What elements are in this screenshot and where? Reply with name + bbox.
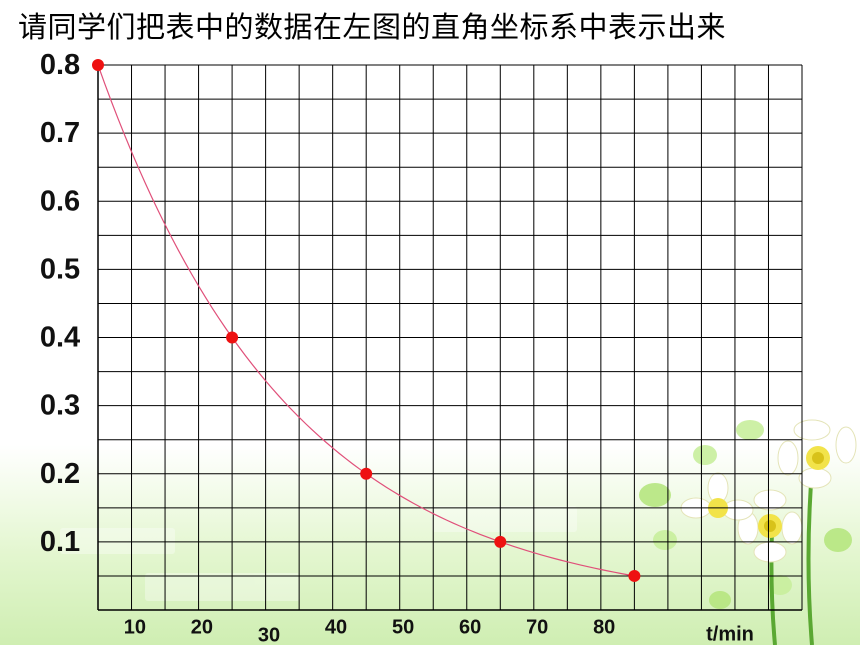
- plot-axes: [97, 65, 802, 611]
- plot-grid: [98, 64, 803, 610]
- data-point: [226, 331, 239, 344]
- x-tick-label: 50: [392, 616, 414, 638]
- watermark-decoration: [60, 506, 577, 601]
- data-point: [92, 59, 104, 71]
- x-axis-unit: t/min: [706, 623, 754, 645]
- y-tick-label: 0.8: [40, 49, 80, 81]
- flower-decoration-icon: [639, 419, 857, 645]
- y-tick-label: 0.7: [40, 117, 80, 149]
- x-tick-labels: 10 20 30 40 50 60 70 80: [124, 616, 616, 645]
- x-tick-label: 70: [526, 616, 548, 638]
- x-tick-label: 60: [459, 616, 481, 638]
- x-tick-label: 40: [325, 616, 347, 638]
- y-tick-label: 0.2: [40, 458, 80, 490]
- data-point: [628, 569, 641, 582]
- x-tick-label: 80: [593, 616, 615, 638]
- x-tick-label: 30: [258, 624, 280, 645]
- x-tick-label: 10: [124, 616, 146, 638]
- data-points: [92, 59, 641, 582]
- y-tick-label: 0.1: [40, 526, 80, 558]
- x-tick-label: 20: [191, 616, 213, 638]
- y-tick-label: 0.4: [40, 322, 80, 354]
- y-tick-labels: 0.8 0.7 0.6 0.5 0.4 0.3 0.2 0.1: [40, 49, 80, 558]
- y-tick-label: 0.6: [40, 185, 80, 217]
- data-point: [360, 467, 373, 480]
- page-title: 请同学们把表中的数据在左图的直角坐标系中表示出来: [18, 10, 727, 44]
- data-point: [494, 535, 507, 548]
- y-tick-label: 0.5: [40, 253, 80, 285]
- y-tick-label: 0.3: [40, 390, 80, 422]
